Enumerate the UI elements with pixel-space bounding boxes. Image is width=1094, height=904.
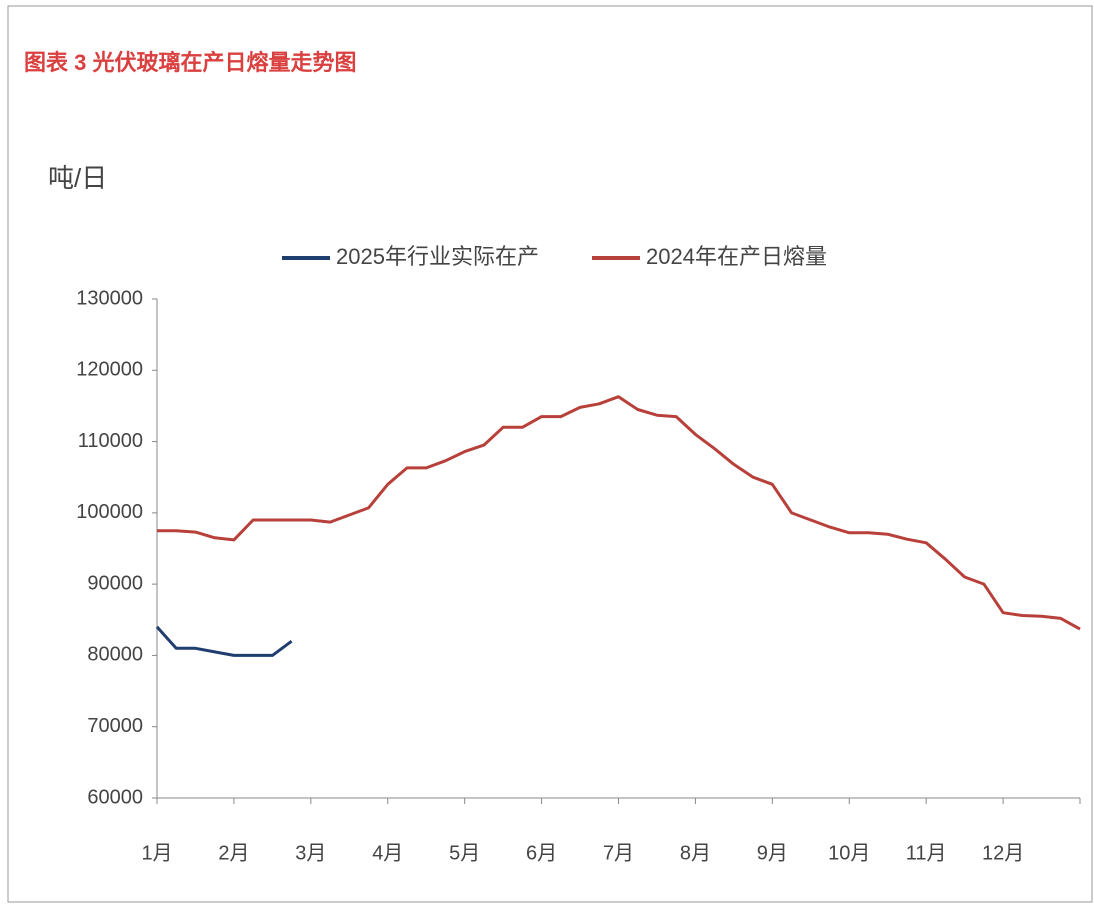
y-tick-label: 110000 (78, 430, 143, 452)
y-axis-label: 吨/日 (48, 163, 107, 193)
x-tick-label: 11月 (906, 842, 947, 864)
x-tick-label: 1月 (141, 842, 172, 864)
x-tick-label: 5月 (449, 842, 480, 864)
series-line (157, 395, 1081, 631)
x-tick-label: 2月 (218, 842, 249, 864)
y-tick-label: 120000 (76, 359, 143, 381)
x-tick-label: 7月 (603, 842, 634, 864)
y-tick-label: 100000 (76, 501, 143, 523)
x-tick-label: 10月 (828, 842, 870, 864)
x-tick-label: 8月 (680, 842, 711, 864)
y-tick-label: 70000 (87, 715, 143, 737)
x-tick-label: 3月 (295, 842, 326, 864)
y-tick-label: 80000 (87, 644, 143, 666)
legend-label: 2024年在产日熔量 (646, 244, 827, 269)
frame (7, 5, 1093, 903)
chart-title: 图表 3 光伏玻璃在产日熔量走势图 (24, 50, 356, 75)
y-tick-label: 130000 (76, 287, 143, 309)
x-tick-label: 9月 (757, 842, 788, 864)
x-tick-label: 4月 (372, 842, 403, 864)
x-tick-label: 6月 (526, 842, 557, 864)
y-tick-label: 90000 (87, 572, 143, 594)
series-line (155, 625, 293, 657)
x-tick-label: 12月 (982, 842, 1024, 864)
y-tick-label: 60000 (87, 786, 143, 808)
legend-label: 2025年行业实际在产 (336, 244, 539, 269)
